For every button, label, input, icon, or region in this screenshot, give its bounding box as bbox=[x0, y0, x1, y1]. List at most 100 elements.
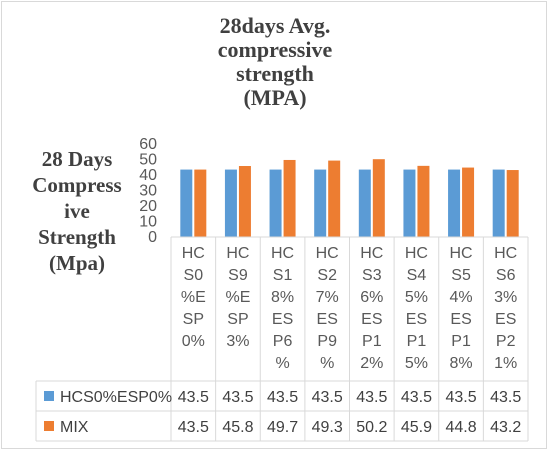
bar-hcs0esp0 bbox=[224, 169, 237, 237]
x-category-label: HC bbox=[360, 245, 383, 262]
chart-title: 28days Avg. compressive strength (MPA) bbox=[175, 14, 375, 110]
data-table-value: 45.9 bbox=[401, 419, 432, 436]
bar-mix bbox=[283, 159, 296, 237]
x-category-label: HC bbox=[316, 245, 339, 262]
bar-hcs0esp0 bbox=[358, 169, 371, 237]
x-category-label: %E bbox=[181, 289, 206, 306]
x-category-label: SP bbox=[227, 311, 248, 328]
x-category-label: 8% bbox=[450, 355, 473, 372]
x-category-label: P1 bbox=[451, 333, 471, 350]
data-table-value: 45.8 bbox=[222, 419, 253, 436]
bar-mix bbox=[417, 165, 430, 237]
x-category-label: ES bbox=[272, 311, 293, 328]
x-category-label: 7% bbox=[316, 289, 339, 306]
x-category-label: S3 bbox=[362, 267, 382, 284]
y-tick-label: 30 bbox=[139, 183, 157, 200]
bar-mix bbox=[328, 160, 341, 237]
x-category-label: ES bbox=[450, 311, 471, 328]
x-category-label: S9 bbox=[228, 267, 248, 284]
bar-hcs0esp0 bbox=[269, 169, 282, 237]
y-tick-label: 60 bbox=[139, 136, 157, 153]
legend-key bbox=[44, 391, 54, 401]
x-category-label: P2 bbox=[496, 333, 516, 350]
y-tick-label: 50 bbox=[139, 152, 157, 169]
x-category-label: 5% bbox=[405, 289, 428, 306]
x-category-label: 6% bbox=[360, 289, 383, 306]
x-category-label: 2% bbox=[360, 355, 383, 372]
data-table-value: 43.2 bbox=[490, 419, 521, 436]
x-category-label: 1% bbox=[494, 355, 517, 372]
x-category-label: HC bbox=[494, 245, 517, 262]
x-category-label: % bbox=[275, 355, 289, 372]
x-category-label: ES bbox=[317, 311, 338, 328]
y-axis-label-line: 28 Days bbox=[41, 147, 113, 171]
x-category-label: P9 bbox=[317, 333, 337, 350]
x-category-label: % bbox=[320, 355, 334, 372]
y-axis-label: 28 Days Compress ive Strength (Mpa) bbox=[12, 146, 142, 276]
x-category-label: ES bbox=[495, 311, 516, 328]
bar-mix bbox=[238, 166, 251, 237]
x-category-label: 3% bbox=[226, 333, 249, 350]
x-category-label: ES bbox=[361, 311, 382, 328]
y-axis-label-line: Strength bbox=[38, 225, 116, 249]
x-category-label: HC bbox=[405, 245, 428, 262]
y-axis-label-line: ive bbox=[64, 199, 90, 223]
bar-mix bbox=[372, 159, 385, 237]
bar-hcs0esp0 bbox=[448, 169, 461, 237]
data-table-value: 44.8 bbox=[445, 419, 476, 436]
y-tick-label: 20 bbox=[139, 198, 157, 215]
data-table-value: 49.3 bbox=[312, 419, 343, 436]
x-category-label: 0% bbox=[182, 333, 205, 350]
x-category-label: S2 bbox=[317, 267, 337, 284]
chart-title-line: 28days Avg. bbox=[219, 13, 331, 38]
bar-hcs0esp0 bbox=[492, 169, 505, 237]
y-tick-label: 10 bbox=[139, 214, 157, 231]
y-tick-label: 40 bbox=[139, 167, 157, 184]
bar-mix bbox=[462, 167, 475, 237]
x-category-label: %E bbox=[225, 289, 250, 306]
x-category-label: HC bbox=[182, 245, 205, 262]
x-category-label: S1 bbox=[273, 267, 293, 284]
x-category-label: SP bbox=[183, 311, 204, 328]
x-category-label: S4 bbox=[407, 267, 427, 284]
data-table-value: 49.7 bbox=[267, 419, 298, 436]
data-table-value: 43.5 bbox=[490, 389, 521, 406]
y-tick-label: 0 bbox=[148, 229, 157, 246]
data-table-value: 43.5 bbox=[312, 389, 343, 406]
data-table-value: 43.5 bbox=[178, 389, 209, 406]
data-table-value: 50.2 bbox=[356, 419, 387, 436]
x-category-label: P1 bbox=[362, 333, 382, 350]
data-table-value: 43.5 bbox=[178, 419, 209, 436]
legend-series-name: HCS0%ESP0% bbox=[60, 389, 172, 406]
data-table-value: 43.5 bbox=[222, 389, 253, 406]
x-category-label: 8% bbox=[271, 289, 294, 306]
data-table-value: 43.5 bbox=[445, 389, 476, 406]
bar-mix bbox=[194, 169, 207, 237]
x-category-label: P6 bbox=[273, 333, 293, 350]
y-axis-label-line: (Mpa) bbox=[49, 251, 105, 275]
chart-title-line: compressive bbox=[217, 37, 333, 62]
legend-key bbox=[44, 421, 54, 431]
x-category-label: 4% bbox=[450, 289, 473, 306]
data-table-value: 43.5 bbox=[356, 389, 387, 406]
data-table-value: 43.5 bbox=[267, 389, 298, 406]
chart-title-line: (MPA) bbox=[243, 85, 307, 110]
bar-mix bbox=[506, 170, 519, 237]
bar-hcs0esp0 bbox=[314, 169, 327, 237]
bar-hcs0esp0 bbox=[403, 169, 416, 237]
x-category-label: P1 bbox=[407, 333, 427, 350]
bar-hcs0esp0 bbox=[180, 169, 193, 237]
legend-series-name: MIX bbox=[60, 419, 89, 436]
x-category-label: 3% bbox=[494, 289, 517, 306]
x-category-label: S6 bbox=[496, 267, 516, 284]
chart-title-line: strength bbox=[236, 61, 314, 86]
x-category-label: HC bbox=[271, 245, 294, 262]
x-category-label: S5 bbox=[451, 267, 471, 284]
x-category-label: ES bbox=[406, 311, 427, 328]
y-axis-label-line: Compress bbox=[32, 173, 122, 197]
x-category-label: 5% bbox=[405, 355, 428, 372]
x-category-label: HC bbox=[450, 245, 473, 262]
x-category-label: S0 bbox=[184, 267, 204, 284]
